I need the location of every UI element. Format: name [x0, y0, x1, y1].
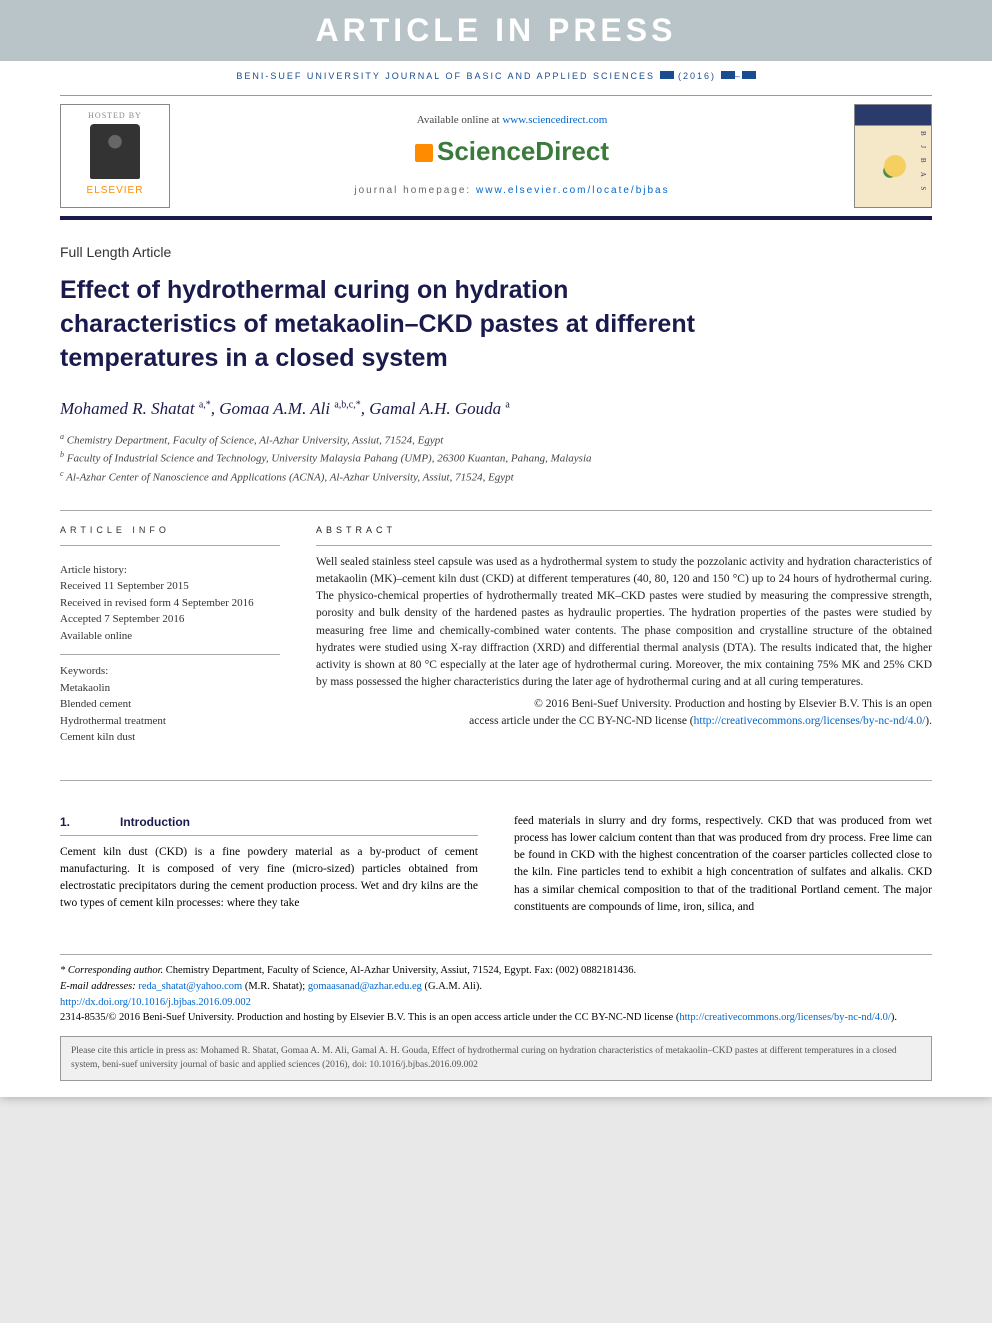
author-2-name: Gomaa A.M. Ali [219, 399, 330, 418]
section-1-num: 1. [60, 813, 120, 831]
email-link-2[interactable]: gomaasanad@azhar.edu.eg [308, 981, 422, 992]
author-2-sup: a,b,c,* [334, 400, 360, 411]
citation-box: Please cite this article in press as: Mo… [60, 1036, 932, 1081]
homepage-link[interactable]: www.elsevier.com/locate/bjbas [476, 185, 670, 196]
email-2-name: (G.A.M. Ali). [422, 981, 482, 992]
author-3: Gamal A.H. Gouda a [369, 399, 510, 418]
corresponding-author: * Corresponding author. Chemistry Depart… [60, 963, 932, 979]
abstract-text: Well sealed stainless steel capsule was … [316, 554, 932, 692]
affiliation-b: b Faculty of Industrial Science and Tech… [60, 449, 700, 467]
sciencedirect-link[interactable]: www.sciencedirect.com [502, 114, 607, 126]
affil-a-sup: a [60, 432, 64, 441]
abstract-column: ABSTRACT Well sealed stainless steel cap… [316, 525, 932, 756]
affiliations: a Chemistry Department, Faculty of Scien… [60, 431, 700, 485]
keyword-3: Hydrothermal treatment [60, 713, 280, 730]
info-abstract-row: ARTICLE INFO Article history: Received 1… [60, 510, 932, 781]
email-1-name: (M.R. Shatat); [242, 981, 308, 992]
affiliation-c: c Al-Azhar Center of Nanoscience and App… [60, 468, 700, 486]
corr-label: * Corresponding author. [60, 965, 163, 976]
author-2: Gomaa A.M. Ali a,b,c,* [219, 399, 360, 418]
available-label: Available online at [417, 114, 503, 126]
homepage-label: journal homepage: [354, 185, 476, 196]
journal-cover-thumbnail: B J B A S [854, 104, 932, 208]
keywords-block: Keywords: Metakaolin Blended cement Hydr… [60, 655, 280, 756]
article-title: Effect of hydrothermal curing on hydrati… [60, 274, 700, 375]
journal-homepage: journal homepage: www.elsevier.com/locat… [190, 185, 834, 196]
article-type: Full Length Article [60, 244, 932, 260]
history-revised: Received in revised form 4 September 201… [60, 595, 280, 612]
section-1-title: Introduction [120, 815, 190, 829]
article-history: Article history: Received 11 September 2… [60, 554, 280, 656]
affil-b-sup: b [60, 450, 64, 459]
affil-a-text: Chemistry Department, Faculty of Science… [67, 435, 444, 447]
affiliation-a: a Chemistry Department, Faculty of Scien… [60, 431, 700, 449]
authors-line: Mohamed R. Shatat a,*, Gomaa A.M. Ali a,… [60, 399, 932, 419]
journal-reference-line: BENI-SUEF UNIVERSITY JOURNAL OF BASIC AN… [0, 61, 992, 95]
issn-text: 2314-8535/© 2016 Beni-Suef University. P… [60, 1012, 679, 1023]
journal-ref-year: (2016) [678, 71, 716, 81]
abstract-heading: ABSTRACT [316, 525, 932, 546]
email-line: E-mail addresses: reda_shatat@yahoo.com … [60, 979, 932, 995]
article-info-column: ARTICLE INFO Article history: Received 1… [60, 525, 280, 756]
elsevier-text: ELSEVIER [87, 185, 144, 196]
in-press-banner: ARTICLE IN PRESS [0, 0, 992, 61]
footer-block: * Corresponding author. Chemistry Depart… [60, 954, 932, 1026]
license-line2: access article under the CC BY-NC-ND lic… [469, 715, 694, 727]
license-link[interactable]: http://creativecommons.org/licenses/by-n… [694, 715, 926, 727]
body-col-left: 1.Introduction Cement kiln dust (CKD) is… [60, 813, 478, 917]
author-1-sup: a,* [199, 400, 211, 411]
history-label: Article history: [60, 562, 280, 579]
history-online: Available online [60, 628, 280, 645]
body-para-1: Cement kiln dust (CKD) is a fine powdery… [60, 844, 478, 913]
issn-close: ). [891, 1012, 897, 1023]
license-line1: © 2016 Beni-Suef University. Production … [534, 698, 932, 710]
sd-brand-text: ScienceDirect [437, 136, 609, 166]
affil-c-text: Al-Azhar Center of Nanoscience and Appli… [66, 471, 514, 483]
affil-c-sup: c [60, 469, 64, 478]
doi-link[interactable]: http://dx.doi.org/10.1016/j.bjbas.2016.0… [60, 997, 251, 1008]
body-columns: 1.Introduction Cement kiln dust (CKD) is… [60, 813, 932, 917]
article-info-heading: ARTICLE INFO [60, 525, 280, 546]
available-online: Available online at www.sciencedirect.co… [190, 114, 834, 126]
keyword-2: Blended cement [60, 696, 280, 713]
page: ARTICLE IN PRESS BENI-SUEF UNIVERSITY JO… [0, 0, 992, 1097]
header-block: HOSTED BY ELSEVIER Available online at w… [60, 95, 932, 220]
elsevier-logo: ELSEVIER [71, 124, 159, 196]
issn-license-line: 2314-8535/© 2016 Beni-Suef University. P… [60, 1010, 932, 1026]
license-close: ). [925, 715, 932, 727]
page-placeholder-1 [721, 71, 735, 79]
email-label: E-mail addresses: [60, 981, 136, 992]
header-center: Available online at www.sciencedirect.co… [170, 104, 854, 208]
author-1-name: Mohamed R. Shatat [60, 399, 195, 418]
history-accepted: Accepted 7 September 2016 [60, 611, 280, 628]
journal-ref-text: BENI-SUEF UNIVERSITY JOURNAL OF BASIC AN… [236, 71, 655, 81]
affil-b-text: Faculty of Industrial Science and Techno… [67, 453, 592, 465]
history-received: Received 11 September 2015 [60, 578, 280, 595]
sd-dot-icon [415, 144, 433, 162]
corr-text: Chemistry Department, Faculty of Science… [163, 965, 636, 976]
author-3-sup: a [505, 400, 509, 411]
sciencedirect-logo: ScienceDirect [190, 136, 834, 167]
hosted-by-label: HOSTED BY [71, 111, 159, 120]
author-1: Mohamed R. Shatat a,* [60, 399, 211, 418]
body-para-2: feed materials in slurry and dry forms, … [514, 813, 932, 917]
keywords-label: Keywords: [60, 663, 280, 680]
email-link-1[interactable]: reda_shatat@yahoo.com [138, 981, 242, 992]
hosted-by-box: HOSTED BY ELSEVIER [60, 104, 170, 208]
author-3-name: Gamal A.H. Gouda [369, 399, 501, 418]
keyword-4: Cement kiln dust [60, 729, 280, 746]
article-content: Full Length Article Effect of hydrotherm… [0, 220, 992, 936]
vol-placeholder [660, 71, 674, 79]
page-placeholder-2 [742, 71, 756, 79]
cover-acronym: B J B A S [919, 131, 927, 194]
body-col-right: feed materials in slurry and dry forms, … [514, 813, 932, 917]
issn-license-link[interactable]: http://creativecommons.org/licenses/by-n… [679, 1012, 891, 1023]
section-1-heading: 1.Introduction [60, 813, 478, 836]
elsevier-tree-icon [90, 124, 140, 179]
keyword-1: Metakaolin [60, 680, 280, 697]
license-text: © 2016 Beni-Suef University. Production … [316, 696, 932, 731]
